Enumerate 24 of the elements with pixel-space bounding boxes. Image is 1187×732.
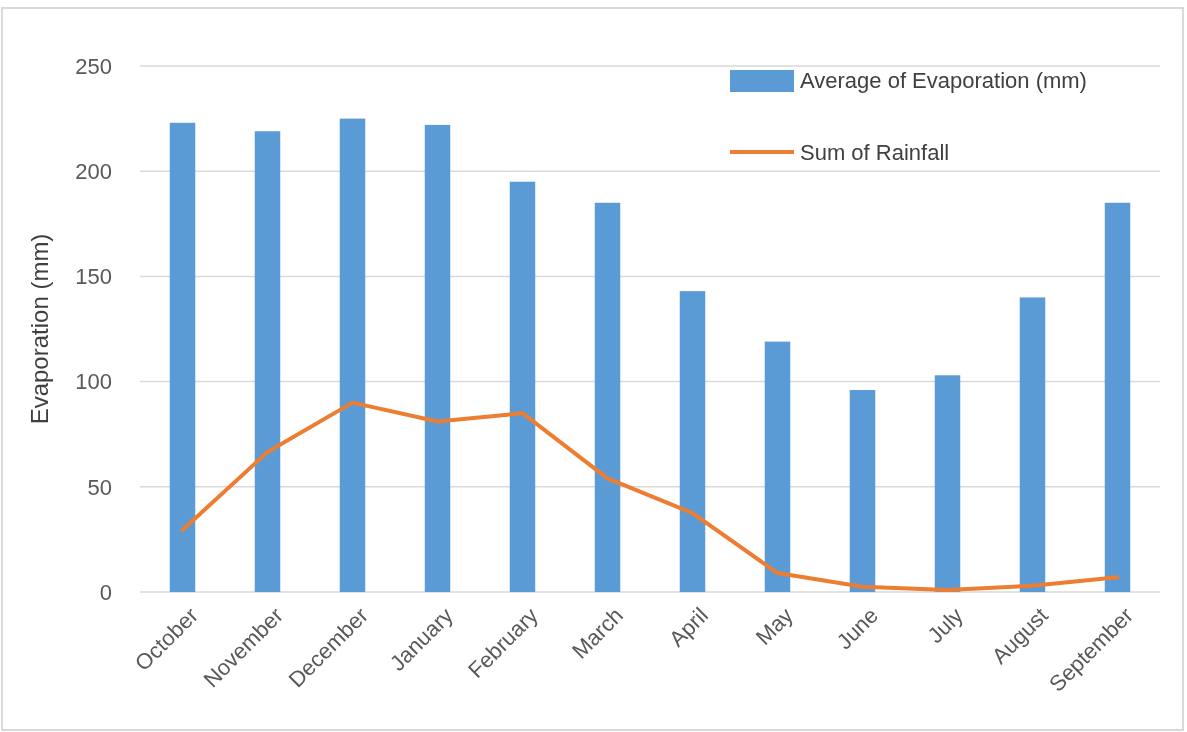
- line-series: [180, 400, 1120, 592]
- bar: [849, 390, 876, 592]
- bar: [594, 202, 621, 592]
- y-tick-label: 250: [75, 53, 112, 79]
- bar: [339, 118, 366, 592]
- bar: [764, 341, 791, 592]
- y-axis-title: Evaporation (mm): [26, 233, 53, 425]
- bar: [1104, 202, 1131, 592]
- bar: [424, 124, 451, 592]
- bar: [934, 375, 961, 592]
- legend-label: Sum of Rainfall: [800, 139, 950, 165]
- bar: [169, 122, 196, 592]
- bar: [509, 181, 536, 592]
- bar: [1019, 297, 1046, 592]
- legend-label: Average of Evaporation (mm): [800, 67, 1087, 93]
- bar: [679, 291, 706, 592]
- y-tick-label: 0: [99, 579, 112, 605]
- x-tick-label: May: [750, 602, 798, 650]
- x-tick-label: July: [922, 602, 968, 649]
- y-tick-label: 200: [75, 158, 112, 184]
- bar: [254, 131, 281, 592]
- y-tick-label: 100: [75, 369, 112, 395]
- y-tick-label: 50: [87, 474, 112, 500]
- y-tick-label: 150: [75, 264, 112, 290]
